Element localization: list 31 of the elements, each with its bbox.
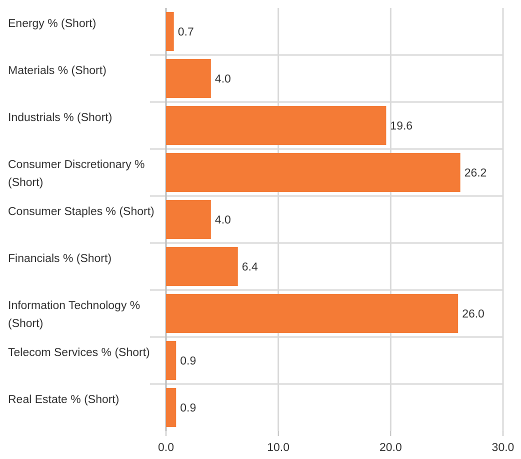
data-label: 26.2: [464, 168, 487, 180]
y-tick-label: Information Technology % (Short): [8, 300, 140, 330]
x-tick-label: 10.0: [267, 442, 290, 454]
y-tick-label: Consumer Staples % (Short): [8, 206, 155, 218]
bar: [166, 246, 238, 286]
data-label: 0.7: [178, 26, 194, 39]
data-label: 19.6: [390, 120, 413, 133]
data-label: 4.0: [214, 214, 231, 227]
bar: [166, 340, 176, 380]
data-label: 26.0: [462, 308, 484, 321]
y-tick-label: Financials % (Short): [8, 253, 112, 266]
data-label: 0.9: [180, 356, 196, 368]
x-tick-label: 0.0: [158, 442, 174, 454]
y-tick-label: Telecom Services % (Short): [8, 347, 150, 360]
bar: [166, 58, 211, 98]
y-tick-label: Energy % (Short): [8, 18, 96, 30]
y-tick-label: Materials % (Short): [8, 65, 107, 78]
bar: [166, 388, 176, 428]
bar: [166, 12, 174, 52]
bar: [166, 294, 458, 334]
bar: [166, 106, 386, 146]
y-tick-label: Consumer Discretionary % (Short): [8, 159, 145, 189]
bar: [166, 200, 211, 240]
data-label: 4.0: [214, 74, 231, 86]
data-label: 0.9: [180, 402, 196, 415]
x-tick-label: 20.0: [379, 442, 402, 454]
x-tick-label: 30.0: [492, 442, 514, 454]
data-label: 6.4: [242, 262, 258, 274]
y-tick-label: Real Estate % (Short): [8, 394, 120, 406]
y-tick-label: Industrials % (Short): [8, 112, 112, 124]
bar: [166, 152, 460, 192]
